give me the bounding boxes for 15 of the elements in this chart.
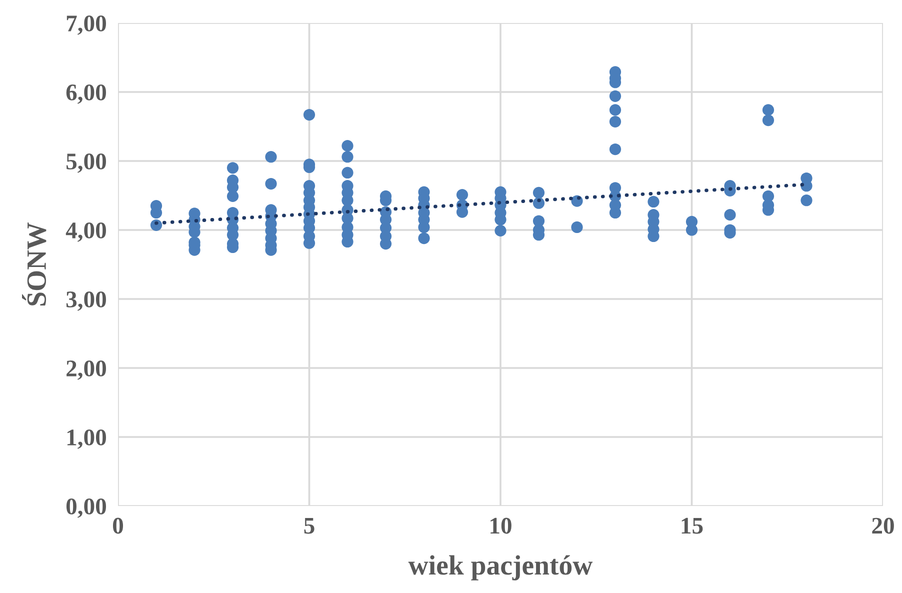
x-tick-label: 10 — [490, 518, 512, 534]
y-axis-title: ŚONW — [22, 222, 46, 306]
y-tick-label: 4,00 — [66, 222, 106, 242]
x-tick-label: 0 — [112, 518, 124, 534]
y-tick-label: 7,00 — [66, 15, 106, 35]
y-tick-label: 5,00 — [66, 153, 106, 173]
x-tick-label: 15 — [682, 518, 703, 534]
y-tick-label: 2,00 — [66, 360, 106, 380]
x-tick-label: 20 — [872, 518, 894, 534]
y-tick-label: 1,00 — [67, 429, 106, 449]
x-axis-title: wiek pacjentów — [408, 555, 593, 580]
y-tick-label: 6,00 — [66, 84, 106, 104]
y-tick-label: 0,00 — [66, 498, 106, 518]
y-tick-label: 3,00 — [66, 291, 106, 311]
x-tick-label: 5 — [304, 518, 314, 534]
